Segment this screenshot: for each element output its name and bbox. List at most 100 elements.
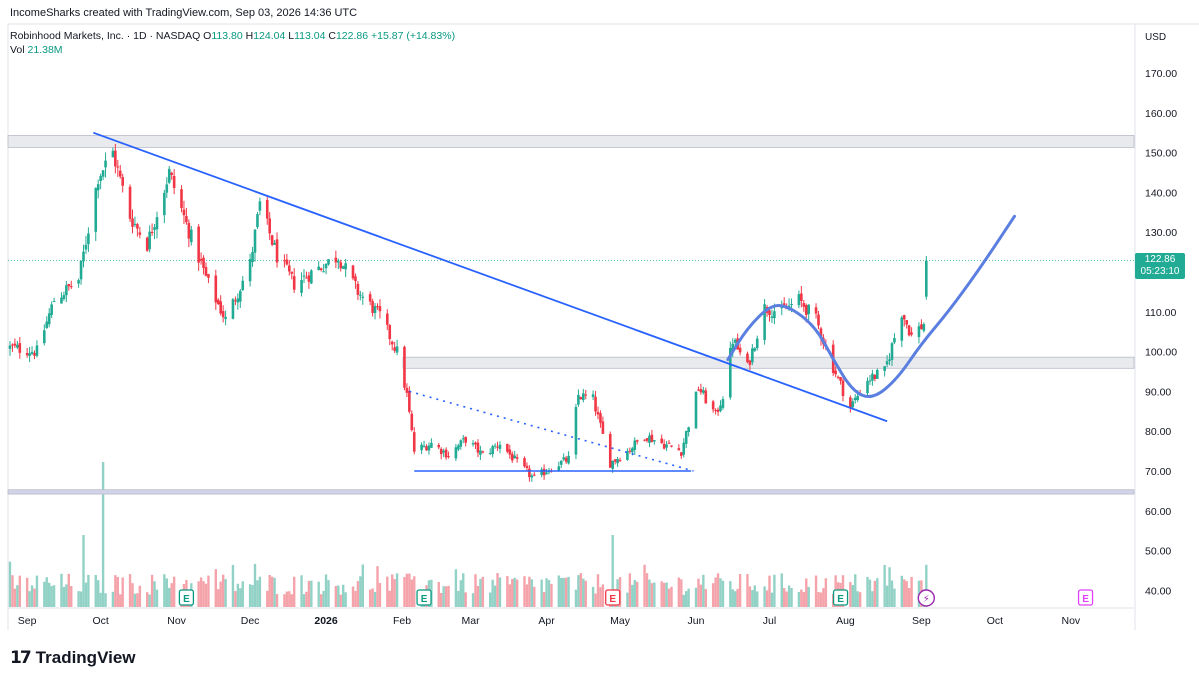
candle-body xyxy=(104,160,107,168)
candle-body xyxy=(476,442,480,453)
tradingview-logo[interactable]: 17 TradingView xyxy=(10,648,136,668)
volume-bar xyxy=(442,586,445,607)
volume-bar xyxy=(217,589,220,607)
support-resistance-zone[interactable] xyxy=(7,489,1135,495)
currency-label[interactable]: USD xyxy=(1145,32,1167,43)
bar-countdown: 05:23:10 xyxy=(1140,266,1180,277)
candle-body xyxy=(378,306,382,312)
volume-bar xyxy=(344,592,347,607)
volume-bar xyxy=(800,589,803,607)
volume-bar xyxy=(645,573,649,607)
candle-body xyxy=(902,315,906,320)
volume-bar xyxy=(337,585,340,607)
volume-bar xyxy=(797,592,801,607)
volume-bar xyxy=(474,574,477,607)
descending-trendline[interactable] xyxy=(92,131,888,423)
candle-body xyxy=(153,227,156,230)
ohlc-c-label: C xyxy=(328,30,336,42)
candle-body xyxy=(341,266,345,269)
x-tick-label: May xyxy=(610,615,631,627)
symbol-label[interactable]: Robinhood Markets, Inc. · 1D · NASDAQ xyxy=(10,30,201,42)
volume-bar xyxy=(317,581,320,607)
volume-bar xyxy=(376,566,379,607)
volume-bar xyxy=(557,575,560,607)
volume-bar xyxy=(489,592,492,607)
volume-bar xyxy=(356,581,360,607)
volume-bar xyxy=(851,584,854,607)
volume-bar xyxy=(368,589,372,607)
candle-body xyxy=(405,387,409,393)
volume-bar xyxy=(900,575,903,607)
volume-bar xyxy=(405,573,409,607)
volume-bar xyxy=(45,577,48,607)
earnings-event-icon[interactable] xyxy=(178,589,195,606)
candle-body xyxy=(376,306,379,308)
candle-body xyxy=(594,396,597,412)
volume-bar xyxy=(790,587,793,607)
volume-bar xyxy=(697,578,700,607)
candle-body xyxy=(684,431,688,444)
volume-bar xyxy=(197,581,200,607)
candle-body xyxy=(498,444,502,449)
volume-bar xyxy=(636,581,639,607)
volume-bar xyxy=(471,593,475,607)
x-tick-label: Oct xyxy=(92,615,108,627)
candle-body xyxy=(167,168,171,183)
volume-bar xyxy=(170,583,173,607)
candle-body xyxy=(111,150,115,158)
last-price-value: 122.86 xyxy=(1144,254,1176,265)
volume-bar xyxy=(119,594,122,607)
candle-body xyxy=(753,348,757,351)
volume-bar xyxy=(165,578,168,607)
candle-body xyxy=(273,242,276,245)
support-resistance-zone[interactable] xyxy=(7,135,1135,148)
volume-bar xyxy=(753,585,756,607)
last-price-tag: 122.86 05:23:10 xyxy=(1135,253,1185,279)
volume-label[interactable]: Vol xyxy=(10,44,25,56)
freehand-brush[interactable] xyxy=(726,214,1016,398)
candle-body xyxy=(900,317,904,341)
candle-body xyxy=(488,452,492,454)
x-tick-label: Oct xyxy=(987,615,1003,627)
volume-bar xyxy=(447,585,450,607)
volume-bar xyxy=(300,575,303,607)
candle-body xyxy=(616,458,619,464)
dotted-trendline[interactable] xyxy=(409,390,694,472)
candle-body xyxy=(564,457,568,462)
candle-body xyxy=(422,445,426,447)
candle-body xyxy=(856,395,859,400)
volume-bar xyxy=(444,586,448,607)
candle-body xyxy=(265,199,269,219)
drawings-layer xyxy=(92,131,1016,472)
earnings-event-icon[interactable] xyxy=(832,589,849,606)
candle-body xyxy=(359,294,362,296)
volume-bar xyxy=(114,575,117,607)
volume-bar xyxy=(285,591,289,607)
volume-bar xyxy=(204,583,208,607)
volume-bar xyxy=(256,580,259,607)
dividend-event-icon[interactable] xyxy=(1077,589,1094,606)
volume-bar xyxy=(266,590,269,607)
candle-body xyxy=(390,341,394,345)
candle-body xyxy=(214,275,218,303)
earnings-event-icon[interactable] xyxy=(416,589,432,606)
candle-body xyxy=(118,170,122,177)
candle-body xyxy=(905,320,908,325)
dividend-event-icon[interactable] xyxy=(605,589,621,606)
support-resistance-zone[interactable] xyxy=(402,356,1135,369)
volume-bar xyxy=(437,581,440,607)
candle-body xyxy=(268,218,271,234)
candle-body xyxy=(582,393,585,401)
earnings-event-label: E xyxy=(183,594,190,605)
candle-body xyxy=(746,353,749,363)
split-event-icon[interactable] xyxy=(917,589,935,607)
candle-body xyxy=(479,450,482,455)
candle-body xyxy=(890,343,894,360)
candle-body xyxy=(876,370,879,379)
candle-body xyxy=(388,325,392,340)
candle-body xyxy=(525,465,529,468)
candle-body xyxy=(216,299,220,305)
candle-body xyxy=(121,177,124,186)
tradingview-logo-icon: 17 xyxy=(10,648,32,668)
